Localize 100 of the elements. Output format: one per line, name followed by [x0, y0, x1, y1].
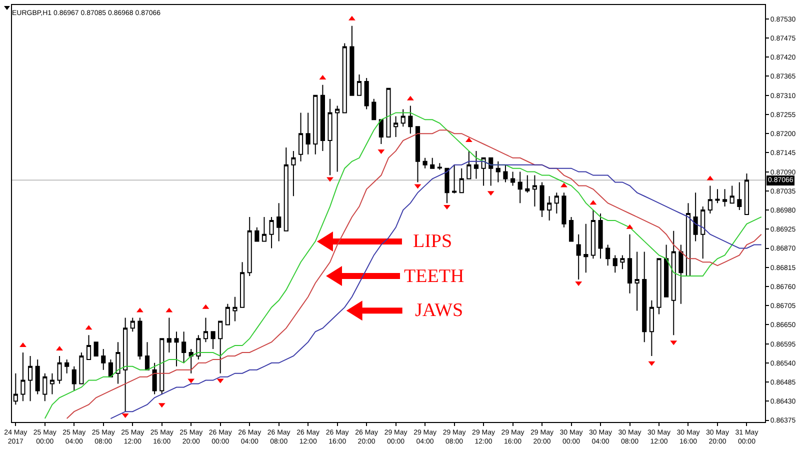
candlestick	[101, 348, 106, 370]
candlestick	[42, 372, 48, 402]
candlestick	[196, 334, 201, 360]
candlestick	[72, 366, 76, 392]
candlestick	[590, 210, 596, 260]
candlestick	[262, 216, 267, 242]
candlestick	[240, 262, 245, 308]
candlestick	[547, 196, 552, 221]
candlestick	[123, 317, 128, 412]
candlestick	[254, 226, 260, 242]
candlestick	[686, 202, 691, 277]
candlestick	[568, 216, 574, 242]
candlestick	[144, 342, 150, 370]
candlestick	[627, 234, 632, 294]
candlestick	[737, 182, 742, 211]
candlestick	[671, 230, 676, 336]
candlestick	[488, 157, 494, 186]
candlestick	[664, 244, 669, 298]
annotation: JAWS	[415, 300, 464, 321]
candlestick	[86, 334, 92, 360]
candlestick	[182, 331, 186, 364]
candlestick	[540, 182, 544, 218]
candlestick	[94, 342, 98, 356]
candlestick	[130, 317, 135, 332]
candlestick	[481, 157, 486, 186]
candlestick	[232, 296, 238, 322]
candlestick	[422, 157, 428, 169]
candlestick	[298, 112, 304, 162]
candlestick	[284, 146, 288, 232]
candlestick	[116, 342, 120, 384]
candlestick	[188, 348, 194, 374]
candlestick	[218, 320, 223, 374]
candlestick	[386, 88, 391, 138]
candlestick	[554, 192, 559, 214]
candlestick	[606, 244, 610, 266]
candlestick	[79, 352, 84, 384]
candlestick	[269, 216, 274, 249]
candlestick	[693, 192, 698, 242]
candlestick	[342, 42, 347, 114]
candlestick	[225, 303, 230, 326]
candlestick	[700, 206, 706, 260]
point	[444, 205, 450, 210]
candlestick	[276, 202, 282, 242]
candlestick	[174, 331, 179, 367]
candlestick	[306, 112, 310, 155]
annotation: TEETH	[404, 266, 464, 287]
candlestick	[50, 372, 54, 395]
candlestick	[496, 160, 500, 183]
candlestick	[313, 94, 318, 155]
candlestick	[64, 358, 70, 374]
candlestick	[474, 150, 479, 180]
candlestick	[466, 150, 472, 180]
candlestick	[715, 188, 720, 204]
candlestick	[138, 317, 142, 360]
candlestick	[320, 84, 325, 152]
point	[326, 177, 334, 182]
candlestick	[562, 192, 566, 228]
candlestick	[160, 338, 164, 395]
candlestick	[400, 108, 406, 128]
candlestick	[356, 74, 362, 96]
candlestick	[35, 358, 40, 395]
candlestick	[708, 185, 712, 214]
candlestick	[108, 358, 113, 378]
candlestick	[518, 171, 522, 204]
candlestick	[678, 244, 684, 304]
annotation: LIPS	[413, 231, 452, 252]
candlestick	[394, 116, 398, 138]
candlestick	[437, 162, 442, 170]
candlestick	[722, 188, 728, 208]
candlestick	[372, 98, 376, 120]
candlestick	[510, 171, 516, 186]
candlestick	[166, 317, 172, 353]
candlestick	[364, 77, 369, 110]
candlestick	[525, 174, 530, 194]
line-series	[110, 160, 762, 420]
point	[560, 182, 568, 188]
point	[56, 346, 63, 351]
candlestick	[730, 185, 734, 204]
candlestick	[152, 362, 157, 395]
candlestick	[642, 251, 647, 343]
candlestick	[350, 25, 354, 96]
candlestick	[378, 119, 384, 144]
candlestick	[612, 254, 618, 274]
candlestick	[28, 355, 33, 402]
candlestick	[649, 300, 654, 356]
candlestick	[503, 164, 508, 183]
candlestick	[634, 251, 640, 312]
candlestick	[20, 352, 26, 402]
candlestick	[452, 164, 457, 194]
candlestick	[444, 168, 450, 204]
candlestick	[408, 105, 413, 134]
candlestick	[57, 355, 62, 384]
candlestick	[203, 317, 208, 343]
candlestick	[584, 223, 588, 274]
candlestick	[656, 258, 662, 315]
candlestick	[620, 254, 625, 270]
point	[20, 342, 26, 348]
candlestick	[247, 216, 252, 277]
candlestick	[328, 98, 332, 176]
candlestick	[576, 234, 581, 280]
